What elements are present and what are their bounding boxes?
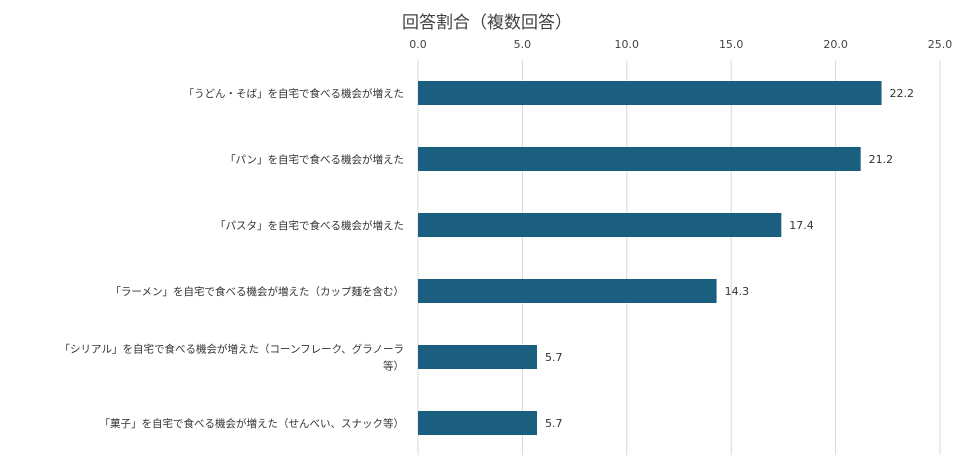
category-label: 「うどん・そば」を自宅で食べる機会が増えた [184, 87, 405, 100]
bar [418, 213, 782, 237]
x-tick-label: 15.0 [719, 38, 744, 51]
category-label: 「ラーメン」を自宅で食べる機会が増えた（カップ麺を含む） [110, 285, 404, 298]
data-label: 21.2 [869, 153, 894, 166]
bar [418, 411, 538, 435]
x-tick-label: 5.0 [514, 38, 532, 51]
data-label: 17.4 [789, 219, 814, 232]
data-label: 5.7 [545, 417, 563, 430]
data-labels: 22.2 21.2 17.4 14.3 5.7 5.7 [545, 87, 914, 430]
bar [418, 147, 861, 171]
x-tick-label: 0.0 [409, 38, 427, 51]
gridlines [417, 60, 941, 455]
bar [418, 279, 717, 303]
category-label: 「菓子」を自宅で食べる機会が増えた（せんべい、スナック等） [100, 417, 405, 430]
category-label: 「パスタ」を自宅で食べる機会が増えた [215, 219, 404, 232]
category-label: 「シリアル」を自宅で食べる機会が増えた（コーンフレーク、グラノーラ等） [59, 343, 404, 373]
data-label: 22.2 [890, 87, 915, 100]
data-label: 14.3 [725, 285, 750, 298]
bars [418, 81, 882, 435]
category-labels: 「うどん・そば」を自宅で食べる機会が増えた「パン」を自宅で食べる機会が増えた「パ… [59, 87, 404, 430]
x-tick-label: 25.0 [928, 38, 953, 51]
bar [418, 345, 538, 369]
x-tick-label: 10.0 [615, 38, 640, 51]
x-axis-ticks: 0.0 5.0 10.0 15.0 20.0 25.0 [409, 38, 952, 51]
x-tick-label: 20.0 [823, 38, 848, 51]
chart-title: 回答割合（複数回答） [402, 13, 572, 33]
bar [418, 81, 882, 105]
category-label: 「パン」を自宅で食べる機会が増えた [225, 153, 404, 166]
data-label: 5.7 [545, 351, 563, 364]
